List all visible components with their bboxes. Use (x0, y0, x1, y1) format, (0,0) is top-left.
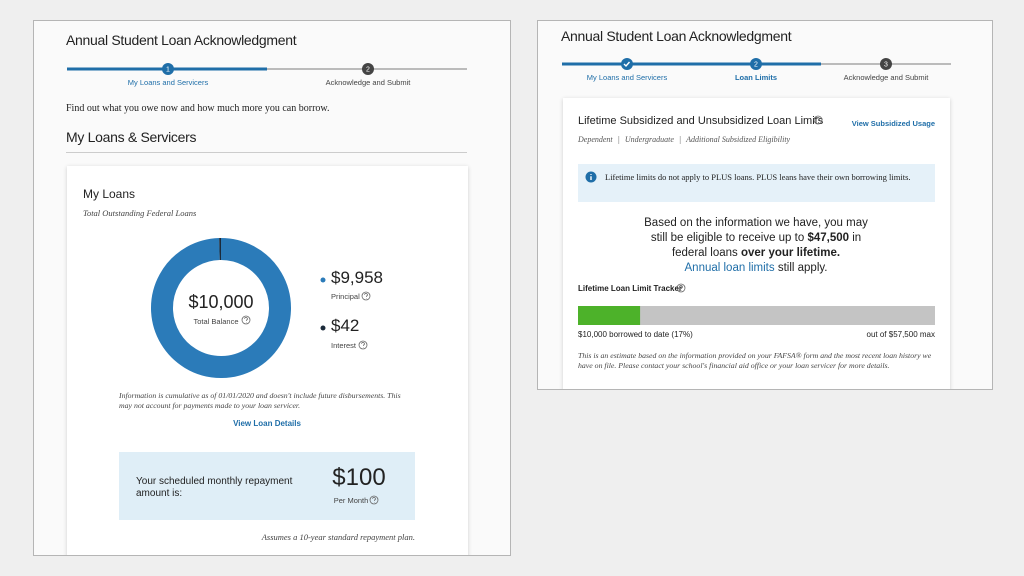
legend-dot (320, 325, 326, 331)
title: Annual Student Loan Acknowledgment (561, 28, 792, 44)
card-subtitle: Total Outstanding Federal Loans (83, 208, 197, 218)
step-circle (362, 63, 374, 75)
info-box: Lifetime limits do not apply to PLUS loa… (578, 164, 935, 202)
repayment-text: Your scheduled monthly repayment amount … (136, 476, 293, 499)
help-icon[interactable] (369, 495, 379, 505)
help-icon[interactable] (676, 283, 686, 293)
note: Information is cumulative as of 01/01/20… (119, 391, 401, 410)
view-subsidized-usage[interactable]: View Subsidized Usage (851, 119, 935, 128)
step-label: My Loans and Servicers (127, 78, 209, 87)
help-icon[interactable] (813, 115, 823, 125)
tracker-title: Lifetime Loan Limit Tracker (578, 284, 683, 293)
interest-label: Interest (331, 341, 357, 350)
divider (66, 152, 467, 153)
tags: Dependent | Undergraduate | Additional Subsi… (578, 135, 791, 144)
eligibility-emphasis: over your lifetime. (740, 247, 841, 259)
tracker-bar (578, 306, 935, 325)
eligibility-text: Based on the information we have, you ma… (644, 217, 868, 244)
borrowed-label: $10,000 borrowed to date (17%) (578, 330, 693, 339)
card-title: My Loans (83, 187, 136, 201)
step-number: 2 (366, 66, 370, 73)
legend-dot (320, 277, 326, 283)
step-circle (162, 63, 174, 75)
help-icon[interactable] (241, 315, 251, 325)
total-balance: $10,000 (188, 292, 254, 312)
max-label: out of $57,500 max (866, 330, 936, 339)
step-number: 1 (166, 66, 170, 73)
step-label: Loan Limits (734, 73, 778, 82)
step-number: 2 (754, 61, 758, 68)
loans-card: My Loans Total Outstanding Federal Loans… (67, 166, 468, 555)
stepper: 1 2 (67, 63, 467, 75)
total-label: Total Balance (193, 317, 239, 326)
annual-limits-link[interactable]: Annual loan limits (684, 262, 775, 274)
principal-label: Principal (331, 292, 360, 301)
section-title: My Loans & Servicers (66, 129, 197, 145)
eligibility-text: still apply. (774, 262, 828, 274)
limits-card: Lifetime Subsidized and Unsubsidized Loa… (563, 98, 950, 389)
step-label: Acknowledge and Submit (843, 73, 929, 82)
step-circle (750, 58, 762, 70)
eligibility-amount: $47,500 (807, 232, 850, 244)
info-icon (585, 171, 597, 183)
donut-chart (151, 237, 326, 378)
principal-amount: $9,958 (331, 268, 383, 287)
intro: Find out what you owe now and how much m… (66, 103, 330, 114)
step-label: My Loans and Servicers (586, 73, 668, 82)
donut (151, 237, 291, 378)
step-number: 3 (884, 61, 888, 68)
donut-segment (151, 238, 291, 378)
interest-amount: $42 (331, 316, 360, 335)
step-circle (880, 58, 892, 70)
step-check (623, 61, 631, 68)
title: Annual Student Loan Acknowledgment (66, 32, 297, 48)
help-icon[interactable] (358, 340, 368, 350)
tracker-track (578, 306, 935, 325)
repayment-amount: $100 (332, 464, 386, 491)
repayment-period: Per Month (333, 496, 369, 505)
tag: Additional Subsidized Eligibility (686, 135, 791, 144)
eligibility-text: in federal loans (671, 232, 862, 259)
tracker-fill (578, 306, 641, 325)
card-title: Lifetime Subsidized and Unsubsidized Loa… (578, 115, 824, 127)
disclaimer: This is an estimate based on the informa… (578, 351, 932, 370)
step-label: Acknowledge and Submit (325, 78, 411, 87)
right-panel: Annual Student Loan Acknowledgment 2 3 M… (537, 20, 993, 390)
tag: Dependent (578, 135, 613, 144)
view-loan-details[interactable]: View Loan Details (233, 419, 301, 428)
tag: Undergraduate (624, 135, 674, 144)
stepper: 2 3 (562, 58, 951, 70)
info-text: Lifetime limits do not apply to PLUS loa… (605, 172, 911, 182)
repayment-box: Your scheduled monthly repayment amount … (119, 452, 415, 520)
help-icon[interactable] (361, 291, 371, 301)
eligibility: Based on the information we have, you ma… (641, 216, 871, 276)
assumption: Assumes a 10-year standard repayment pla… (261, 532, 415, 542)
left-panel: Annual Student Loan Acknowledgment 1 2 M… (33, 20, 511, 556)
